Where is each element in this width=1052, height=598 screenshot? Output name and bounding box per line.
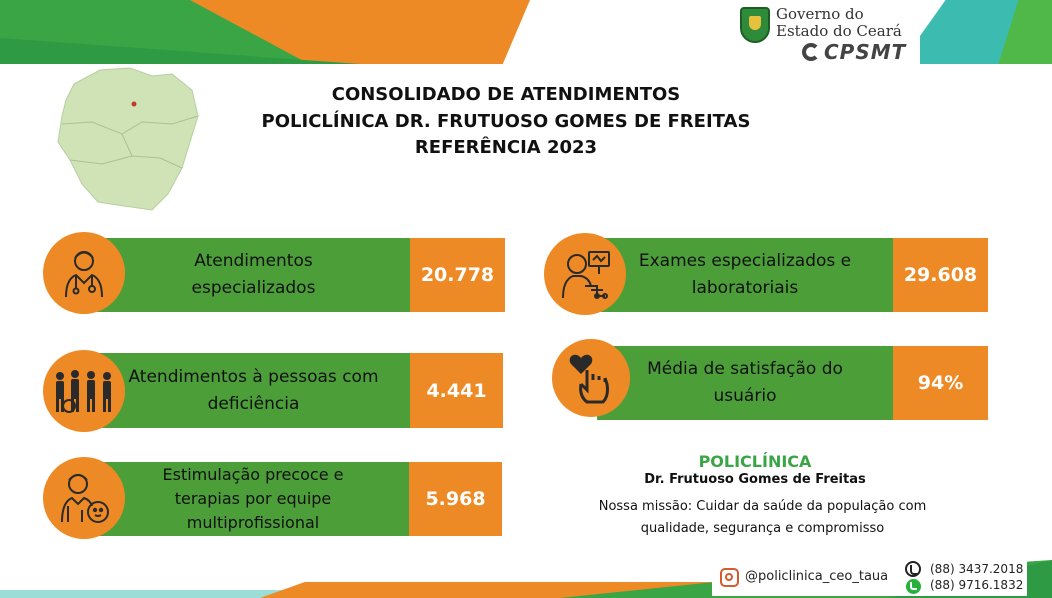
stat-label: Exames especializados e laboratoriais — [597, 238, 893, 312]
child-therapy-icon — [43, 457, 125, 539]
instagram-icon — [720, 568, 739, 587]
stat-value: 94% — [893, 346, 988, 420]
stat-value: 20.778 — [410, 238, 505, 312]
stat-label: Atendimentos à pessoas com deficiência — [97, 353, 410, 428]
whatsapp-number[interactable]: (88) 9716.1832 — [930, 578, 1024, 592]
contact-box — [712, 560, 1027, 596]
gov-logo-line2: Estado do Ceará — [776, 22, 902, 40]
title-line-2: POLICLÍNICA DR. FRUTUOSO GOMES DE FREITA… — [261, 110, 751, 132]
doctor-icon — [43, 232, 125, 314]
cpsmt-logo-icon — [802, 43, 820, 61]
cpsmt-logo-text: CPSMT — [824, 40, 907, 64]
title-line-3: REFERÊNCIA 2023 — [414, 137, 598, 158]
page-title: CONSOLIDADO DE ATENDIMENTOS POLICLÍNICA … — [200, 82, 812, 162]
stat-label: Média de satisfação do usuário — [597, 346, 893, 420]
stat-value: 5.968 — [409, 462, 502, 536]
whatsapp-icon — [906, 579, 921, 594]
stat-label: Estimulação precoce e terapias por equip… — [97, 462, 409, 536]
bottom-stripe-teal — [0, 590, 320, 598]
title-line-1: CONSOLIDADO DE ATENDIMENTOS — [331, 84, 681, 105]
instagram-handle[interactable]: @policlinica_ceo_taua — [745, 569, 889, 584]
mission-statement: Nossa missão: Cuidar da saúde da populaç… — [598, 499, 927, 536]
state-coat-of-arms-icon — [740, 7, 770, 43]
stat-value: 4.441 — [410, 353, 503, 428]
policlinica-title: POLICLÍNICA — [698, 452, 812, 471]
phone-number[interactable]: (88) 3437.2018 — [930, 562, 1024, 576]
gov-logo-line1: Governo do — [776, 5, 864, 23]
people-with-disabilities-icon — [43, 350, 125, 432]
stat-value: 29.608 — [893, 238, 988, 312]
policlinica-subtitle: Dr. Frutuoso Gomes de Freitas — [644, 472, 866, 487]
top-banner — [0, 0, 1052, 64]
phone-icon — [905, 561, 921, 577]
exam-monitor-icon — [544, 233, 626, 315]
government-logo: Governo do Estado do Ceará CPSMT — [740, 3, 907, 64]
stat-label: Atendimentos especializados — [97, 238, 410, 312]
heart-hand-icon — [552, 339, 630, 417]
region-map-icon — [57, 67, 199, 211]
